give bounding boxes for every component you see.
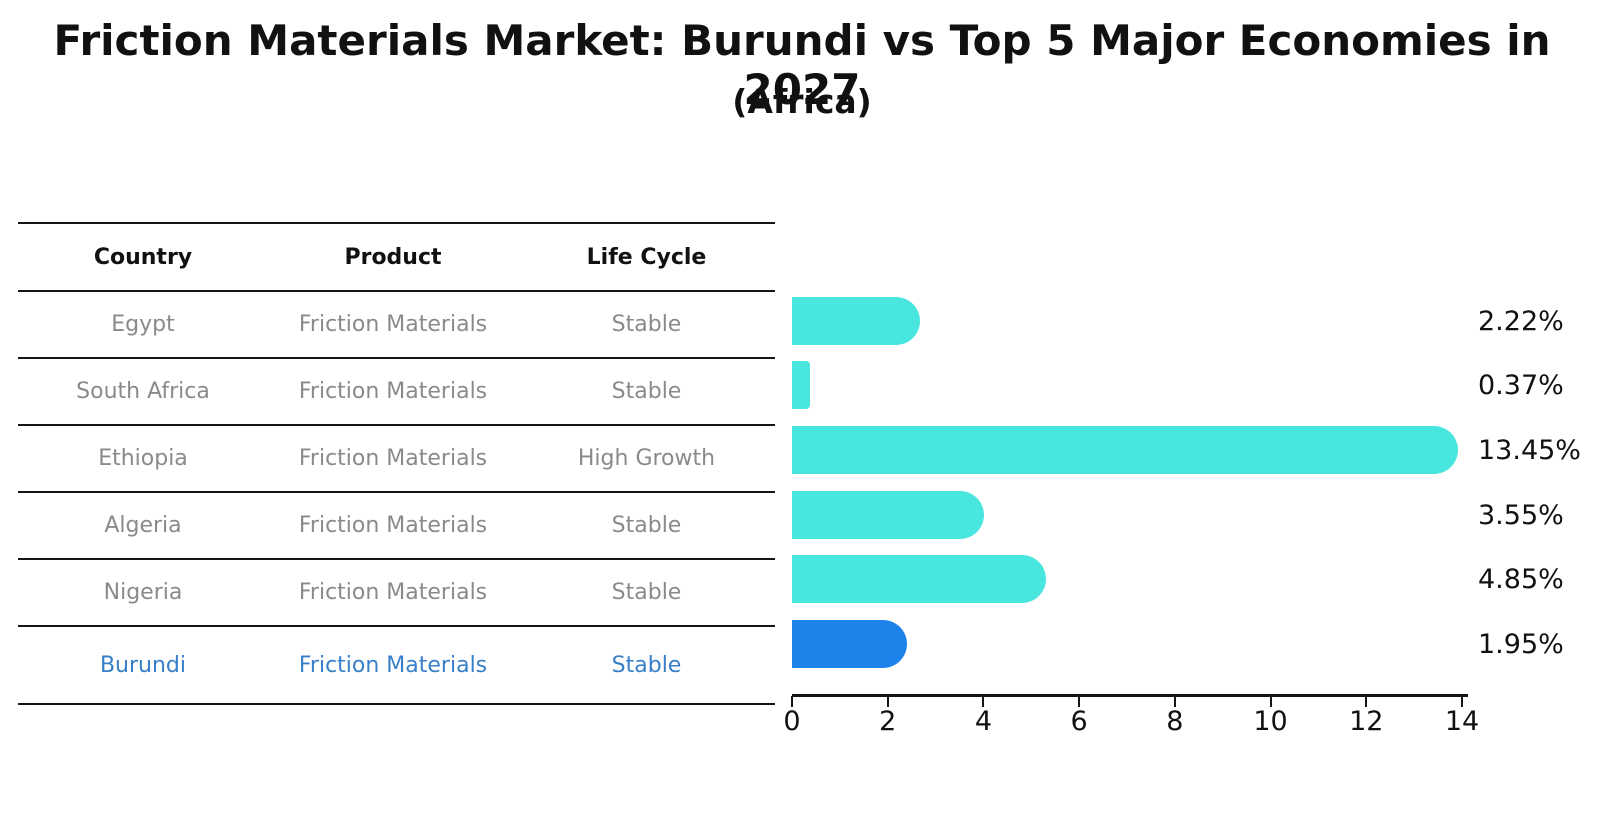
country-info-table: Country Product Life Cycle Egypt Frictio…	[18, 222, 775, 705]
bar-burundi	[792, 620, 908, 668]
x-axis-tick-4	[982, 696, 985, 707]
x-axis-tick-label-2: 2	[879, 706, 897, 737]
bar-algeria	[792, 491, 984, 539]
table-cell-life-cycle: Stable	[611, 652, 682, 678]
x-axis-tick-0	[791, 696, 793, 707]
table-cell-life-cycle: Stable	[611, 379, 682, 404]
bar-nigeria	[792, 555, 1047, 603]
x-axis-tick-label-10: 10	[1253, 706, 1288, 737]
table-row-burundi: Burundi Friction Materials Stable	[18, 627, 775, 705]
x-axis-tick-label-12: 12	[1349, 706, 1384, 737]
value-label-egypt: 2.22%	[1478, 306, 1564, 337]
table-cell-country: Algeria	[104, 513, 182, 538]
bar-egypt	[792, 297, 921, 345]
bar-south-africa	[792, 361, 810, 409]
x-axis-tick-label-14: 14	[1444, 706, 1480, 737]
table-cell-product: Friction Materials	[298, 312, 488, 337]
table-cell-product: Friction Materials	[298, 652, 488, 678]
table-row-egypt: Egypt Friction Materials Stable	[18, 292, 775, 359]
x-axis-tick-14	[1461, 696, 1463, 707]
x-axis-tick-label-8: 8	[1166, 706, 1184, 737]
table-row-header: Country Product Life Cycle	[18, 224, 775, 292]
x-axis-line	[792, 694, 1468, 697]
table-row-south-africa: South Africa Friction Materials Stable	[18, 359, 775, 426]
table-cell-country: South Africa	[76, 379, 210, 404]
table-cell-country: Country	[93, 244, 193, 270]
table-cell-product: Friction Materials	[298, 580, 488, 605]
table-row-algeria: Algeria Friction Materials Stable	[18, 493, 775, 560]
value-label-burundi: 1.95%	[1478, 629, 1564, 660]
x-axis-tick-label-0: 0	[783, 706, 801, 737]
table-cell-life-cycle: Stable	[611, 513, 682, 538]
table-cell-product: Product	[344, 244, 442, 270]
x-axis-tick-label-6: 6	[1070, 706, 1088, 737]
table-row-ethiopia: Ethiopia Friction Materials High Growth	[18, 426, 775, 493]
bar-ethiopia	[792, 426, 1458, 474]
table-cell-life-cycle: High Growth	[577, 446, 716, 471]
x-axis-tick-label-4: 4	[974, 706, 993, 737]
table-cell-country: Egypt	[111, 312, 175, 337]
table-cell-country: Ethiopia	[98, 446, 188, 471]
value-label-algeria: 3.55%	[1478, 500, 1564, 531]
x-axis-tick-12	[1365, 696, 1368, 707]
table-cell-country: Burundi	[99, 652, 187, 678]
table-cell-life-cycle: Stable	[611, 312, 682, 337]
table-cell-product: Friction Materials	[298, 379, 488, 404]
value-label-south-africa: 0.37%	[1478, 370, 1564, 401]
value-label-ethiopia: 13.45%	[1478, 435, 1581, 466]
x-axis-tick-2	[886, 696, 889, 707]
chart-title: Friction Materials Market: Burundi vs To…	[53, 16, 1551, 114]
table-row-nigeria: Nigeria Friction Materials Stable	[18, 560, 775, 627]
x-axis-tick-8	[1173, 696, 1176, 707]
table-cell-product: Friction Materials	[298, 446, 488, 471]
table-cell-life-cycle: Life Cycle	[586, 244, 707, 270]
table-cell-country: Nigeria	[103, 580, 183, 605]
table-cell-product: Friction Materials	[298, 513, 488, 538]
chart-subtitle: (Africa)	[732, 82, 872, 121]
x-axis-tick-10	[1269, 696, 1272, 707]
value-label-nigeria: 4.85%	[1478, 564, 1564, 595]
table-cell-life-cycle: Stable	[611, 580, 682, 605]
x-axis-tick-6	[1078, 696, 1081, 707]
